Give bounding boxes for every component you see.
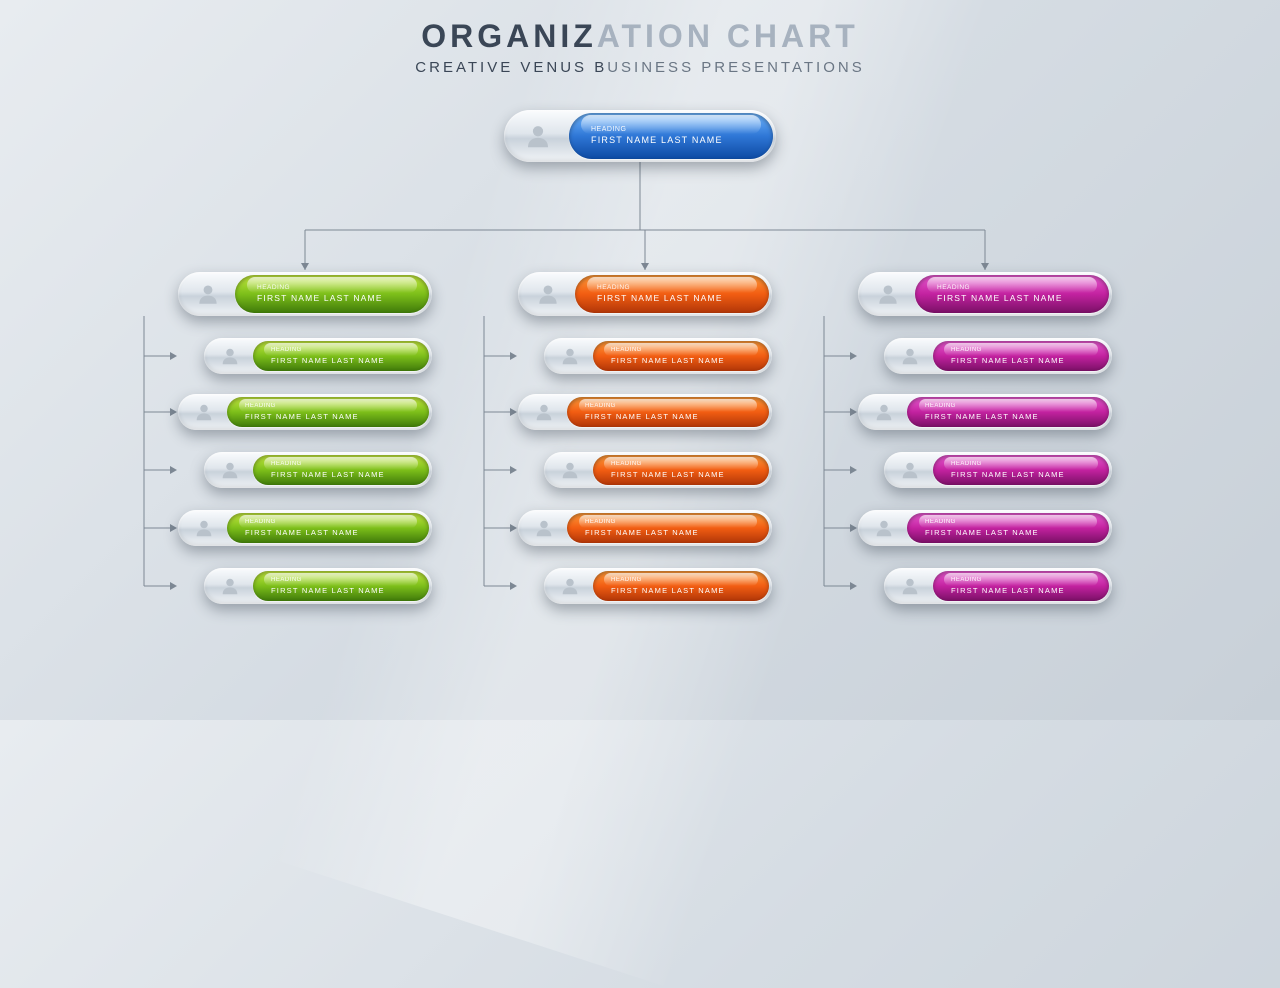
person-icon (887, 345, 933, 367)
node-name: FIRST NAME LAST NAME (271, 470, 429, 479)
node-label-pill: HEADING FIRST NAME LAST NAME (567, 513, 769, 543)
person-icon (181, 401, 227, 423)
node-heading: HEADING (925, 519, 1109, 526)
node-name: FIRST NAME LAST NAME (585, 412, 769, 421)
org-node-g2: HEADING FIRST NAME LAST NAME (518, 272, 772, 316)
node-name: FIRST NAME LAST NAME (245, 528, 429, 537)
org-node-g1-2: HEADING FIRST NAME LAST NAME (178, 394, 432, 430)
org-node-g1-4: HEADING FIRST NAME LAST NAME (178, 510, 432, 546)
node-heading: HEADING (951, 577, 1109, 584)
node-name: FIRST NAME LAST NAME (271, 356, 429, 365)
person-icon (207, 345, 253, 367)
node-heading: HEADING (597, 284, 769, 291)
node-heading: HEADING (257, 284, 429, 291)
person-icon (207, 575, 253, 597)
node-label-pill: HEADING FIRST NAME LAST NAME (933, 571, 1109, 601)
org-node-g3-1: HEADING FIRST NAME LAST NAME (884, 338, 1112, 374)
node-label-pill: HEADING FIRST NAME LAST NAME (235, 275, 429, 313)
node-name: FIRST NAME LAST NAME (951, 356, 1109, 365)
person-icon (547, 345, 593, 367)
node-label-pill: HEADING FIRST NAME LAST NAME (593, 455, 769, 485)
person-icon (521, 401, 567, 423)
org-node-g2-4: HEADING FIRST NAME LAST NAME (518, 510, 772, 546)
org-node-g3-5: HEADING FIRST NAME LAST NAME (884, 568, 1112, 604)
node-heading: HEADING (937, 284, 1109, 291)
node-label-pill: HEADING FIRST NAME LAST NAME (593, 571, 769, 601)
node-label-pill: HEADING FIRST NAME LAST NAME (227, 513, 429, 543)
node-name: FIRST NAME LAST NAME (925, 412, 1109, 421)
org-node-g3-3: HEADING FIRST NAME LAST NAME (884, 452, 1112, 488)
node-label-pill: HEADINGFIRST NAME LAST NAME (569, 113, 773, 159)
node-heading: HEADING (245, 403, 429, 410)
node-label-pill: HEADING FIRST NAME LAST NAME (227, 397, 429, 427)
node-label-pill: HEADING FIRST NAME LAST NAME (593, 341, 769, 371)
node-heading: HEADING (951, 347, 1109, 354)
org-chart-canvas: HEADINGFIRST NAME LAST NAME HEADINGFIRST… (0, 0, 1280, 720)
node-label-pill: HEADING FIRST NAME LAST NAME (933, 455, 1109, 485)
person-icon (521, 281, 575, 307)
node-heading: HEADING (271, 347, 429, 354)
node-heading: HEADING (951, 461, 1109, 468)
person-icon (207, 459, 253, 481)
person-icon (181, 281, 235, 307)
node-name: FIRST NAME LAST NAME (257, 293, 429, 303)
node-heading: HEADING (591, 126, 773, 134)
node-name: FIRST NAME LAST NAME (951, 586, 1109, 595)
node-name: FIRST NAME LAST NAME (611, 470, 769, 479)
org-node-g3-2: HEADING FIRST NAME LAST NAME (858, 394, 1112, 430)
node-name: FIRST NAME LAST NAME (937, 293, 1109, 303)
org-node-g3: HEADING FIRST NAME LAST NAME (858, 272, 1112, 316)
node-heading: HEADING (245, 519, 429, 526)
person-icon (521, 517, 567, 539)
org-node-g2-3: HEADING FIRST NAME LAST NAME (544, 452, 772, 488)
org-node-root: HEADINGFIRST NAME LAST NAME (504, 110, 776, 162)
node-label-pill: HEADING FIRST NAME LAST NAME (575, 275, 769, 313)
node-heading: HEADING (611, 577, 769, 584)
node-heading: HEADING (271, 461, 429, 468)
node-name: FIRST NAME LAST NAME (591, 135, 773, 146)
node-name: FIRST NAME LAST NAME (951, 470, 1109, 479)
person-icon (861, 281, 915, 307)
node-heading: HEADING (925, 403, 1109, 410)
node-name: FIRST NAME LAST NAME (611, 586, 769, 595)
node-label-pill: HEADING FIRST NAME LAST NAME (567, 397, 769, 427)
node-name: FIRST NAME LAST NAME (925, 528, 1109, 537)
node-name: FIRST NAME LAST NAME (597, 293, 769, 303)
org-node-g1-1: HEADING FIRST NAME LAST NAME (204, 338, 432, 374)
node-label-pill: HEADING FIRST NAME LAST NAME (915, 275, 1109, 313)
org-node-g3-4: HEADING FIRST NAME LAST NAME (858, 510, 1112, 546)
person-icon (887, 459, 933, 481)
node-label-pill: HEADING FIRST NAME LAST NAME (253, 341, 429, 371)
node-heading: HEADING (271, 577, 429, 584)
org-node-g2-2: HEADING FIRST NAME LAST NAME (518, 394, 772, 430)
node-label-pill: HEADING FIRST NAME LAST NAME (253, 571, 429, 601)
node-label-pill: HEADING FIRST NAME LAST NAME (907, 397, 1109, 427)
org-node-g1-5: HEADING FIRST NAME LAST NAME (204, 568, 432, 604)
node-name: FIRST NAME LAST NAME (585, 528, 769, 537)
person-icon (887, 575, 933, 597)
node-name: FIRST NAME LAST NAME (245, 412, 429, 421)
node-name: FIRST NAME LAST NAME (611, 356, 769, 365)
org-node-g1: HEADING FIRST NAME LAST NAME (178, 272, 432, 316)
node-label-pill: HEADING FIRST NAME LAST NAME (253, 455, 429, 485)
org-node-g2-5: HEADING FIRST NAME LAST NAME (544, 568, 772, 604)
node-heading: HEADING (585, 403, 769, 410)
node-name: FIRST NAME LAST NAME (271, 586, 429, 595)
org-node-g1-3: HEADING FIRST NAME LAST NAME (204, 452, 432, 488)
person-icon (547, 575, 593, 597)
org-node-g2-1: HEADING FIRST NAME LAST NAME (544, 338, 772, 374)
person-icon (507, 121, 569, 151)
node-heading: HEADING (611, 347, 769, 354)
person-icon (181, 517, 227, 539)
person-icon (547, 459, 593, 481)
node-heading: HEADING (611, 461, 769, 468)
node-heading: HEADING (585, 519, 769, 526)
node-label-pill: HEADING FIRST NAME LAST NAME (907, 513, 1109, 543)
person-icon (861, 401, 907, 423)
person-icon (861, 517, 907, 539)
node-label-pill: HEADING FIRST NAME LAST NAME (933, 341, 1109, 371)
